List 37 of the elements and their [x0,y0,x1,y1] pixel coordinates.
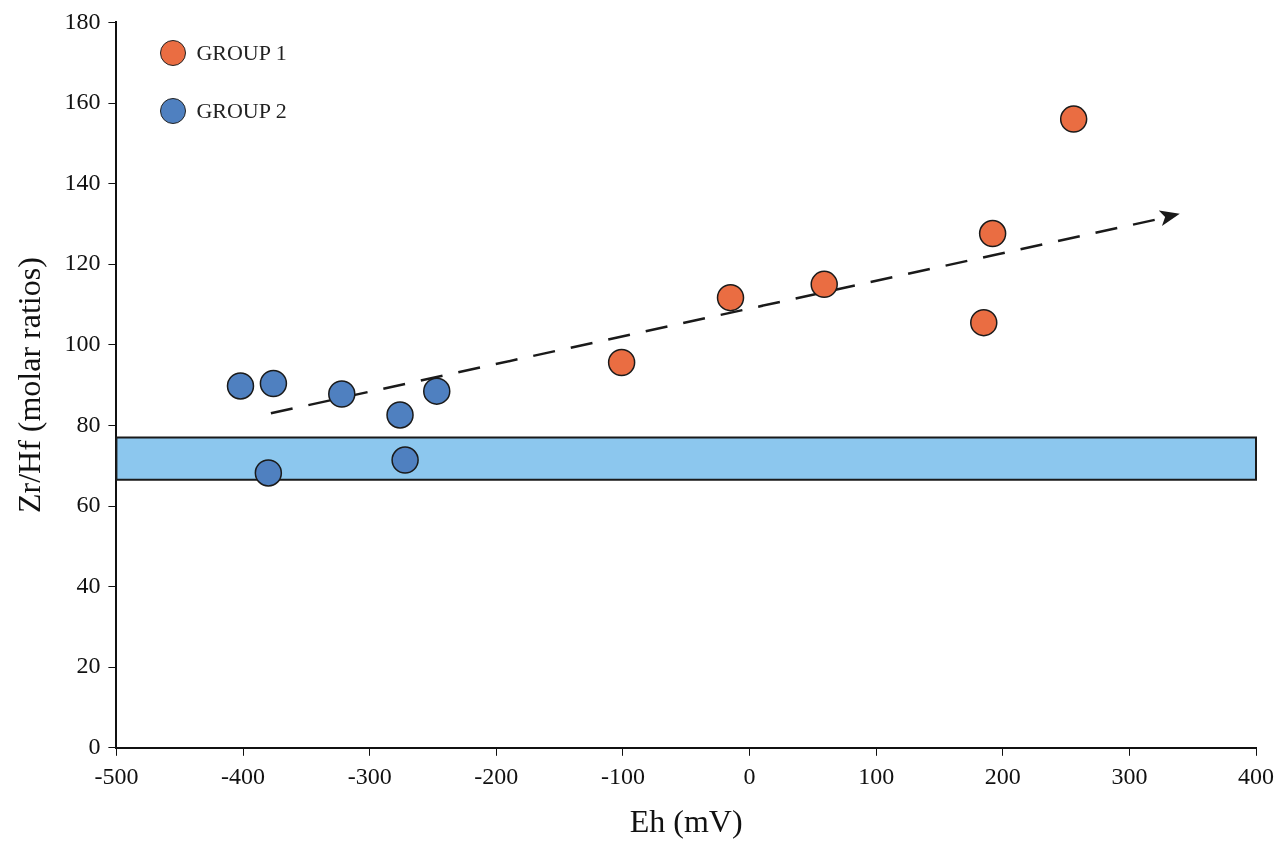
x-tick-label: -100 [600,763,645,790]
point [970,308,998,337]
y-tick-label: 180 [64,7,101,34]
y-tick-label: 0 [88,733,101,760]
y-axis-title: Zr/Hf (molar ratios) [10,257,47,514]
x-tick-label: 200 [984,763,1021,790]
y-tick-label: 100 [64,330,101,357]
y-tick-label: 140 [64,168,101,195]
x-tick-label: 100 [858,763,895,790]
legend-label: GROUP 1 [196,40,287,67]
y-tick-label: 60 [76,491,101,518]
y-tick-label: 160 [64,88,101,115]
x-tick-label: -200 [474,763,519,790]
point [254,459,283,487]
y-tick-label: 120 [64,249,101,276]
point [423,377,451,405]
point [810,270,838,299]
y-tick-label: 40 [76,571,101,598]
point [716,283,745,312]
legend-label: GROUP 2 [196,98,287,125]
point [386,401,414,429]
y-tick-label: 20 [76,652,101,679]
point [607,348,636,377]
y-tick-label: 80 [76,410,101,437]
x-tick-label: -400 [221,763,266,790]
x-tick-label: -500 [94,763,139,790]
point [226,372,255,400]
x-tick-label: 300 [1111,763,1148,790]
point [1059,105,1088,133]
x-tick-label: 0 [743,763,756,790]
x-tick-label: 400 [1238,763,1274,790]
point [391,446,419,474]
point [259,369,288,398]
x-axis-title: Eh (mV) [629,803,743,840]
point [978,219,1007,248]
point [328,380,356,408]
x-tick-label: -300 [347,763,392,790]
